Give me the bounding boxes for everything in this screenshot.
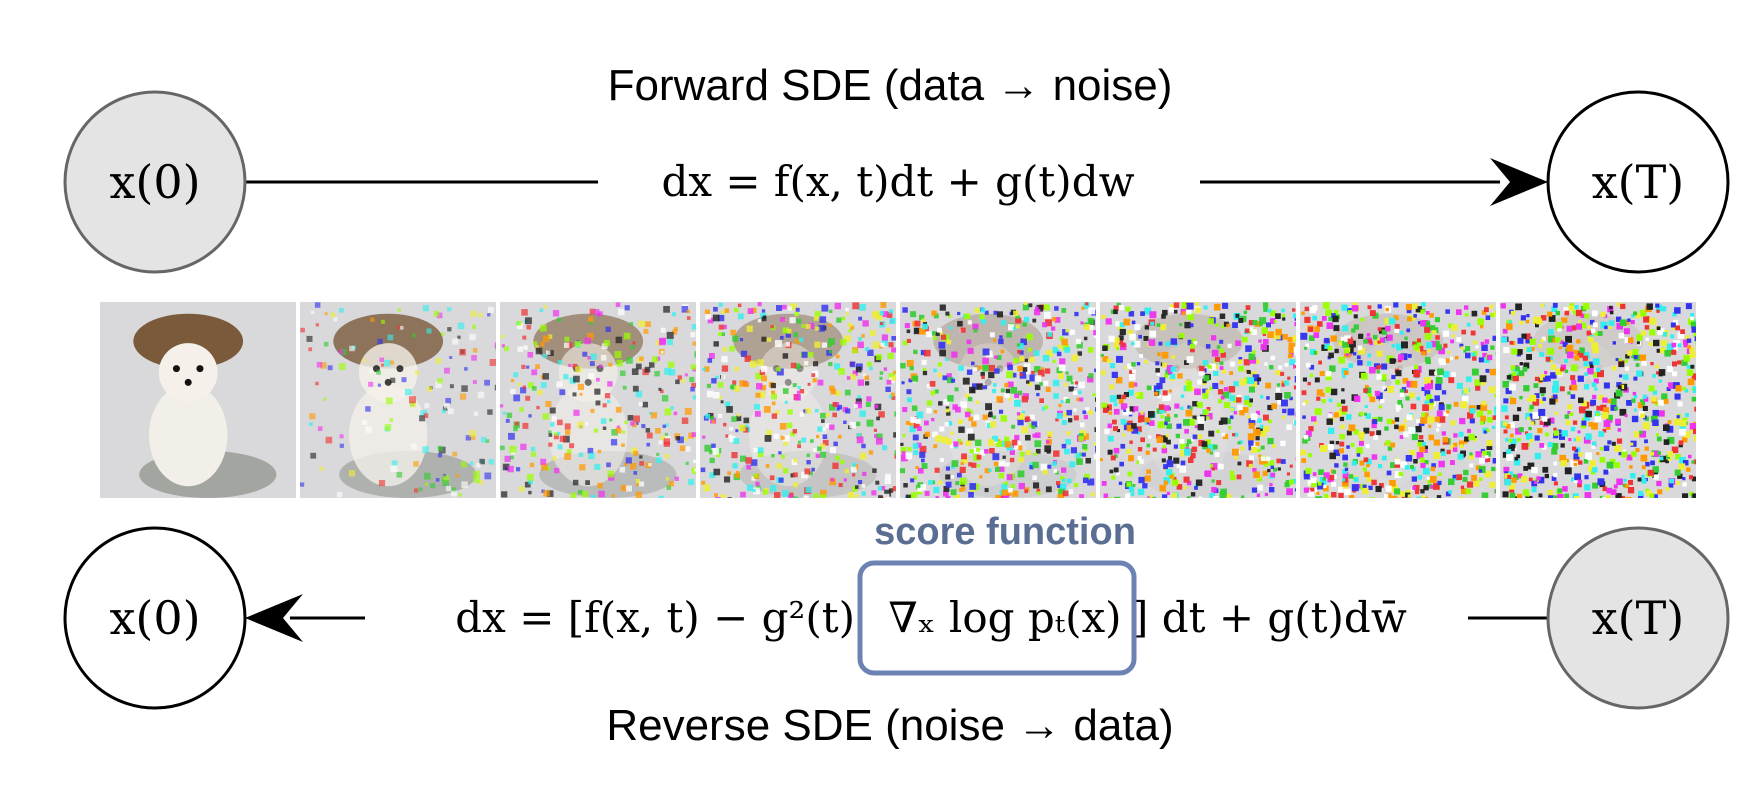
reverse-end-node-label: x(0) bbox=[109, 591, 200, 645]
reverse-sde-title: Reverse SDE (noise → data) bbox=[606, 701, 1173, 750]
forward-end-node bbox=[1546, 90, 1730, 274]
reverse-sde-score-term: ∇ₓ log pₜ(x) bbox=[888, 593, 1121, 642]
forward-start-node-label: x(0) bbox=[109, 155, 200, 209]
reverse-start-node bbox=[1546, 526, 1730, 710]
noise-frame bbox=[300, 302, 496, 498]
noise-frame bbox=[100, 302, 296, 498]
forward-arrowhead bbox=[1490, 158, 1548, 206]
noise-frame bbox=[900, 302, 1096, 498]
forward-sde-equation: dx = f(x, t)dt + g(t)dw bbox=[661, 157, 1134, 206]
reverse-start-node-label: x(T) bbox=[1592, 591, 1685, 645]
noise-frame bbox=[1300, 302, 1496, 498]
noise-frame bbox=[500, 302, 696, 498]
score-function-box bbox=[857, 560, 1137, 676]
reverse-sde-equation-left: dx = [f(x, t) − g²(t) bbox=[455, 593, 855, 642]
score-function-label: score function bbox=[874, 511, 1136, 553]
reverse-end-node bbox=[63, 526, 247, 710]
reverse-arrowhead bbox=[245, 594, 303, 642]
noise-frame bbox=[1100, 302, 1296, 498]
forward-start-node bbox=[63, 90, 247, 274]
noise-frame bbox=[700, 302, 896, 498]
reverse-sde-equation-right: ] dt + g(t)dw̄ bbox=[1132, 593, 1407, 642]
noise-frame bbox=[1500, 302, 1696, 498]
forward-end-node-label: x(T) bbox=[1592, 155, 1685, 209]
noise-image-strip bbox=[100, 302, 1696, 498]
forward-sde-title: Forward SDE (data → noise) bbox=[608, 61, 1173, 110]
